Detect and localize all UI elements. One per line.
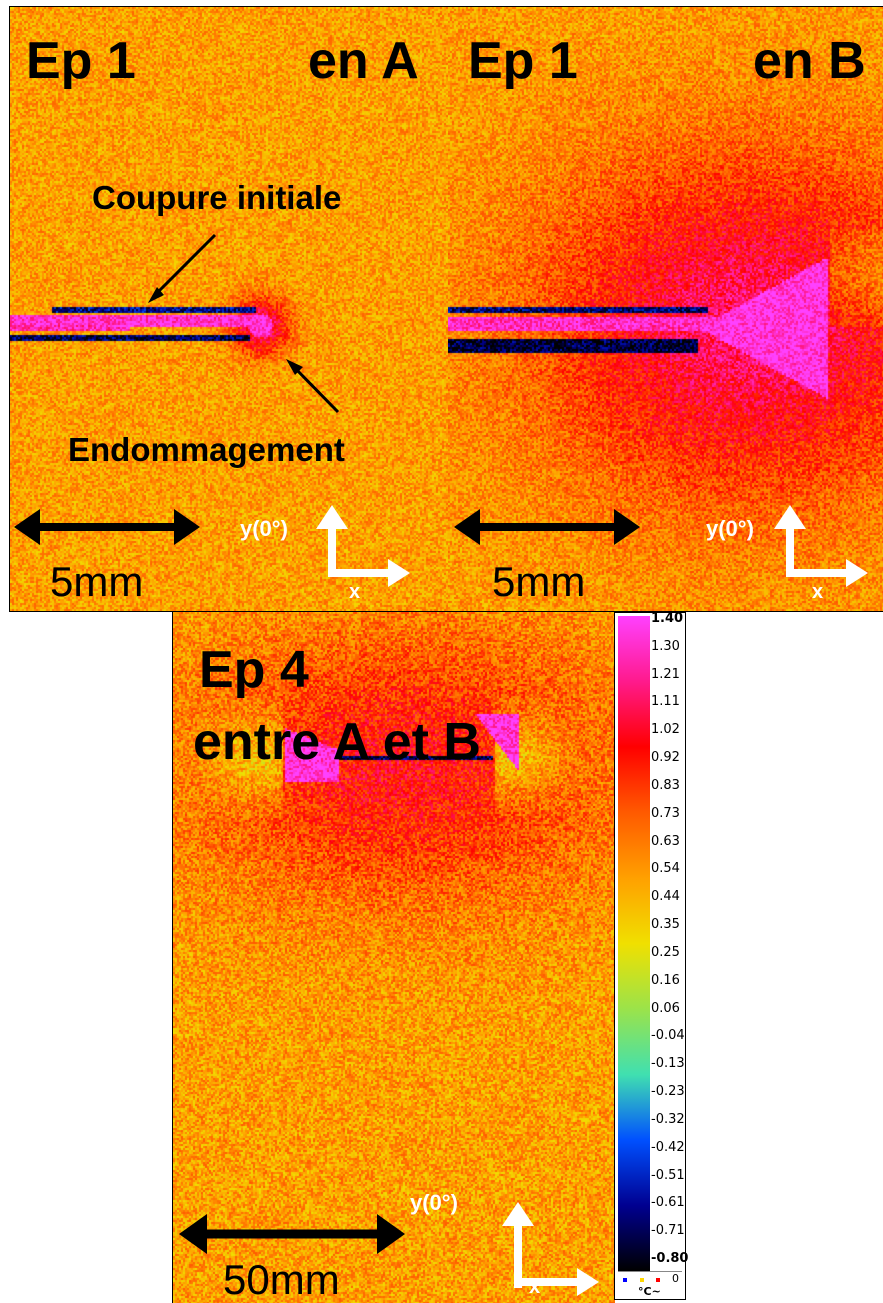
temperature-colorbar: 1.40 1.30 1.21 1.11 1.02 0.92 0.83 0.73 0.63 0.54… [614,611,689,1300]
scale-bar-label: 5mm [492,558,586,605]
thermal-panel-c: Ep 4 entre A et B 50mm y(0°) x [172,612,615,1303]
colorbar-tick-label: 1.11 [651,694,680,710]
panel-a-title-left: Ep 1 [26,32,136,90]
annotation-arrows-a [14,233,410,587]
palette-red-icon [656,1278,660,1282]
axis-x-label: x [529,1276,541,1298]
colorbar-tick-label: 0.73 [651,805,680,821]
colorbar-tick-label: -0.32 [651,1111,685,1127]
axis-x-label: x [349,581,361,603]
thermal-image-b [448,7,883,611]
colorbar-tick-label: 0.92 [651,750,680,766]
axis-x-label: x [812,581,824,603]
colorbar-tick-label: 0.54 [651,861,680,877]
palette-yellow-icon [640,1278,644,1282]
panel-b-title-right: en B [753,32,866,90]
thermal-panel-b: Ep 1 en B 5mm y(0°) x [448,6,883,612]
colorbar-tick-label: 1.30 [651,638,680,654]
thermal-panel-a: Ep 1 en A Coupure initiale Endommagement… [9,6,450,612]
annotation-arrows-b [454,505,868,587]
colorbar-tick-label: 1.40 [651,611,684,626]
colorbar-tick-label: 0.25 [651,944,680,960]
scale-bar-label: 50mm [223,1256,340,1303]
damage-label: Endommagement [68,431,345,468]
colorbar-tick-label: -0.13 [651,1056,685,1072]
annotation-arrows-c [179,1202,599,1296]
palette-blue-icon [623,1278,627,1282]
panel-c-title-line1: Ep 4 [199,641,309,699]
scale-bar-label: 5mm [50,558,144,605]
colorbar-tick-label: 0.63 [651,833,680,849]
panel-a-title-right: en A [308,32,419,90]
colorbar-tick-label: 0.44 [651,889,680,905]
colorbar-tick-label: 1.02 [651,722,680,738]
panel-c-title-line2: entre A et B [193,713,481,771]
colorbar-footer: 0 °C~ [618,1271,682,1298]
axis-y-label: y(0°) [240,516,288,541]
thermal-image-c [173,612,615,1303]
thermal-image-a [10,7,449,611]
colorbar-tick-label: 1.21 [651,666,680,682]
panel-b-title-left: Ep 1 [468,32,578,90]
colorbar-tick-label: -0.04 [651,1028,685,1044]
colorbar-tick-label: -0.23 [651,1084,685,1100]
unit-label: °C~ [638,1285,661,1298]
cut-label: Coupure initiale [92,179,342,216]
axis-y-label: y(0°) [706,516,754,541]
colorbar-tick-label: -0.51 [651,1167,685,1183]
colorbar-tick-label: 0.83 [651,777,680,793]
colorbar-gradient [618,616,650,1271]
colorbar-tick-label: -0.42 [651,1139,685,1155]
axis-y-label: y(0°) [410,1190,458,1215]
colorbar-tick-label: 0.06 [651,1000,680,1016]
colorbar-tick-label: -0.61 [651,1195,685,1211]
colorbar-tick-label: 0.35 [651,917,680,933]
colorbar-tick-label: -0.80 [651,1251,689,1266]
colorbar-tick-label: -0.71 [651,1223,685,1239]
colorbar-tick-label: 0.16 [651,972,680,988]
footer-value: 0 [672,1272,679,1285]
